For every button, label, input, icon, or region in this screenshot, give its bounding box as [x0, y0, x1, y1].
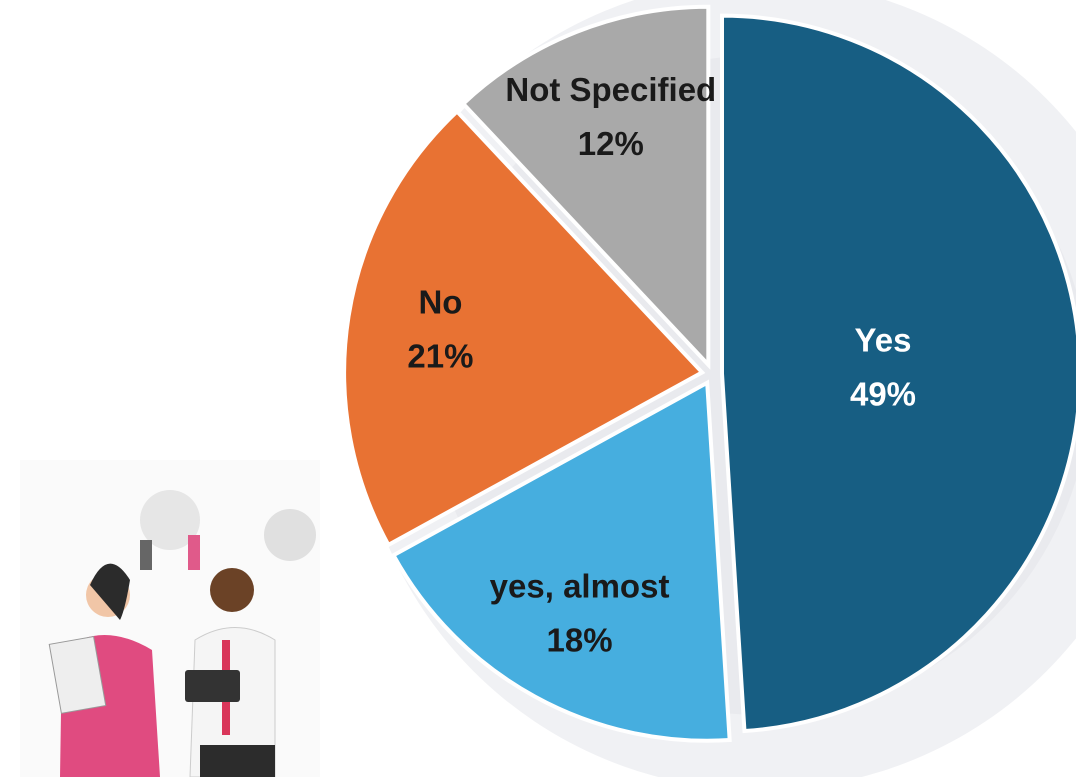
illustration [20, 460, 320, 777]
tablet [185, 670, 240, 702]
trousers [200, 745, 275, 777]
slice-label: yes, almost [490, 568, 670, 605]
page: {"chart_data": {"type": "pie", "categori… [0, 0, 1076, 777]
slice-value-label: 12% [578, 125, 644, 162]
slice-label: No [418, 284, 462, 321]
slice-label: Not Specified [505, 71, 716, 108]
person-head [210, 568, 254, 612]
icon [140, 540, 152, 570]
chart: Yes 49% yes, almost 18% No 21% Not Specified 12… [0, 0, 1076, 777]
icon [188, 535, 200, 570]
slice-value-label: 49% [850, 375, 916, 412]
slice-value-label: 18% [547, 622, 613, 659]
slice-label: Yes [855, 321, 912, 358]
icon [264, 509, 316, 561]
slice-value-label: 21% [407, 338, 473, 375]
